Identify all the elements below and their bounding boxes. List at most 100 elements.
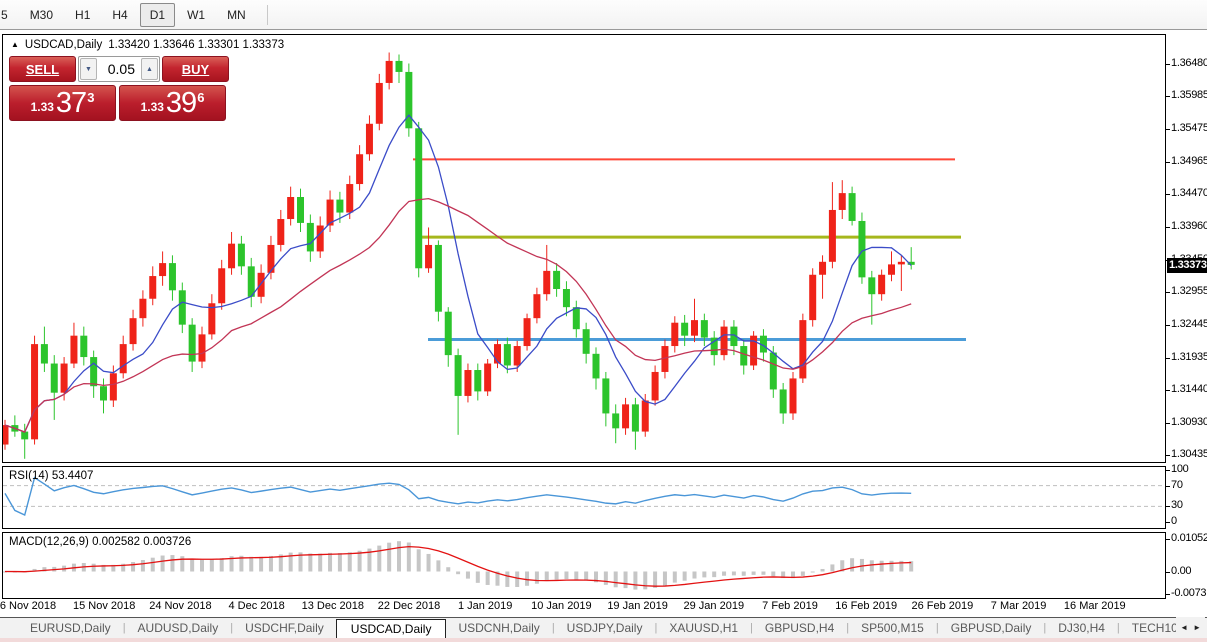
chart-tab-usdcad-daily[interactable]: USDCAD,Daily [335,618,447,638]
date-label: 16 Mar 2019 [1063,600,1126,612]
chart-tab-xauusd-h1[interactable]: XAUUSD,H1 [669,621,739,635]
date-label: 19 Jan 2019 [607,600,668,612]
price-axis-label-tick [1166,390,1170,392]
chart-tab-usdcnh-daily[interactable]: USDCNH,Daily [458,621,540,635]
chart-tab-usdchf-daily[interactable]: USDCHF,Daily [245,621,324,635]
ohlc-values: 1.33420 1.33646 1.33301 1.33373 [108,39,285,51]
candlestick-chart[interactable] [3,35,1165,462]
price-axis-label: 1.30930 [1171,416,1207,429]
date-label: 26 Feb 2019 [911,600,974,612]
price-axis-label-tick [1166,324,1170,326]
timeframe-button-5[interactable]: 5 [0,3,18,27]
price-axis-label-tick [1166,161,1170,163]
rsi-axis-label-tick [1166,506,1170,508]
rsi-axis-label-tick [1166,485,1170,487]
sell-price-button[interactable]: 1.33 37 3 [9,85,116,121]
tab-separator: | [1043,622,1047,634]
chart-tab-gbpusd-h4[interactable]: GBPUSD,H4 [764,621,835,635]
date-label: 13 Dec 2018 [301,600,364,612]
volume-increase-button[interactable]: ▲ [141,58,158,80]
price-axis-label: 1.32445 [1171,317,1207,330]
one-click-trade-panel: SELL ▼ ▲ BUY 1.33 37 3 1.33 39 6 [9,56,229,121]
chart-tab-dj30-h4[interactable]: DJ30,H4 [1058,621,1105,635]
rsi-axis-label-tick [1166,470,1170,471]
main-chart-panel[interactable]: ▲ USDCAD,Daily 1.33420 1.33646 1.33301 1… [2,34,1166,463]
date-label: 22 Dec 2018 [377,600,441,612]
ma-fast-line [4,114,912,433]
sell-price-big: 37 [55,86,87,119]
price-axis-label: 1.36480 [1171,56,1207,69]
price-axis-label: 1.32955 [1171,284,1207,297]
volume-decrease-button[interactable]: ▼ [80,58,97,80]
buy-price-button[interactable]: 1.33 39 6 [119,85,226,121]
rsi-axis-label: 100 [1171,463,1189,475]
price-axis-label: 1.30435 [1171,448,1207,461]
macd-axis-label: 0.00 [1171,564,1192,577]
tab-scroll-right-icon[interactable]: ► [1193,623,1201,632]
rsi-label: RSI(14) 53.4407 [9,470,94,482]
symbol-label: USDCAD,Daily [24,39,103,51]
rsi-axis-label: 30 [1171,499,1183,512]
tab-separator: | [935,622,939,634]
date-label: 1 Jan 2019 [457,600,513,612]
sell-price-pipette: 3 [87,89,95,105]
date-label: 24 Nov 2018 [149,600,212,612]
ma-slow-line [4,198,912,433]
price-axis-label-tick [1166,193,1170,195]
timeframe-toolbar: 5 M30 H1 H4 D1 W1 MN [0,0,1207,30]
price-axis-label: 1.34965 [1171,154,1207,167]
timeframe-button-m30[interactable]: M30 [20,3,63,27]
date-label: 7 Mar 2019 [990,600,1047,612]
date-label: 7 Feb 2019 [762,600,818,612]
rsi-axis-label: 0 [1171,515,1177,527]
rsi-chart [3,476,1163,517]
buy-button[interactable]: BUY [162,56,229,82]
price-axis-label-tick [1166,358,1170,360]
chart-tab-gbpusd-daily[interactable]: GBPUSD,Daily [950,621,1032,635]
date-label: 4 Dec 2018 [228,600,285,612]
timeframe-button-mn[interactable]: MN [217,3,256,27]
price-axis-label: 1.31440 [1171,383,1207,396]
macd-axis-label: -0.0073 [1171,587,1207,600]
price-axis-label-tick [1166,291,1170,293]
sell-price-prefix: 1.33 [30,100,54,114]
volume-input[interactable] [98,57,140,81]
price-axis-label-tick [1166,455,1170,457]
chart-tab-bar: EURUSD,Daily | AUDUSD,Daily | USDCHF,Daily US… [0,617,1207,638]
sell-button[interactable]: SELL [9,56,76,82]
chart-tab-eurusd-daily[interactable]: EURUSD,Daily [30,621,111,635]
timeframe-button-h1[interactable]: H1 [65,3,100,27]
price-axis-label-tick [1166,128,1170,130]
tab-separator: | [750,622,753,634]
price-axis-label: 1.31935 [1171,351,1207,364]
timeframe-button-d1[interactable]: D1 [139,2,176,27]
macd-axis-label-tick [1166,538,1170,540]
date-label: 29 Jan 2019 [683,600,745,612]
window-edge-strip [0,638,1207,642]
buy-price-big: 39 [165,86,197,119]
buy-price-pipette: 6 [197,89,205,105]
date-label: 10 Jan 2019 [531,600,592,612]
chart-tab-usdjpy-daily[interactable]: USDJPY,Daily [566,621,643,635]
macd-axis-label-tick [1166,594,1170,596]
timeframe-button-h4[interactable]: H4 [102,3,137,27]
tab-separator: | [1116,622,1120,634]
date-label: 16 Feb 2019 [835,600,898,612]
rsi-panel[interactable]: RSI(14) 53.4407 [2,466,1166,529]
rsi-axis-label-tick [1166,522,1170,523]
price-axis-label: 1.35985 [1171,88,1207,101]
tab-scroll-left-icon[interactable]: ◄ [1180,623,1189,632]
collapse-arrow-icon[interactable]: ▲ [11,39,19,49]
buy-price-prefix: 1.33 [140,100,164,114]
macd-panel[interactable]: MACD(12,26,9) 0.002582 0.003726 [2,532,1166,599]
timeframe-button-w1[interactable]: W1 [177,3,215,27]
price-axis-label-tick [1166,63,1170,65]
chart-tab-audusd-daily[interactable]: AUDUSD,Daily [137,621,219,635]
chart-tab-sp500-m15[interactable]: SP500,M15 [861,621,924,635]
rsi-axis-label: 70 [1171,478,1183,491]
macd-chart [3,541,914,590]
price-axis-label-tick [1166,423,1170,425]
date-label: 15 Nov 2018 [72,600,136,612]
chart-title: ▲ USDCAD,Daily 1.33420 1.33646 1.33301 1… [11,39,284,51]
date-label: 6 Nov 2018 [0,600,57,612]
